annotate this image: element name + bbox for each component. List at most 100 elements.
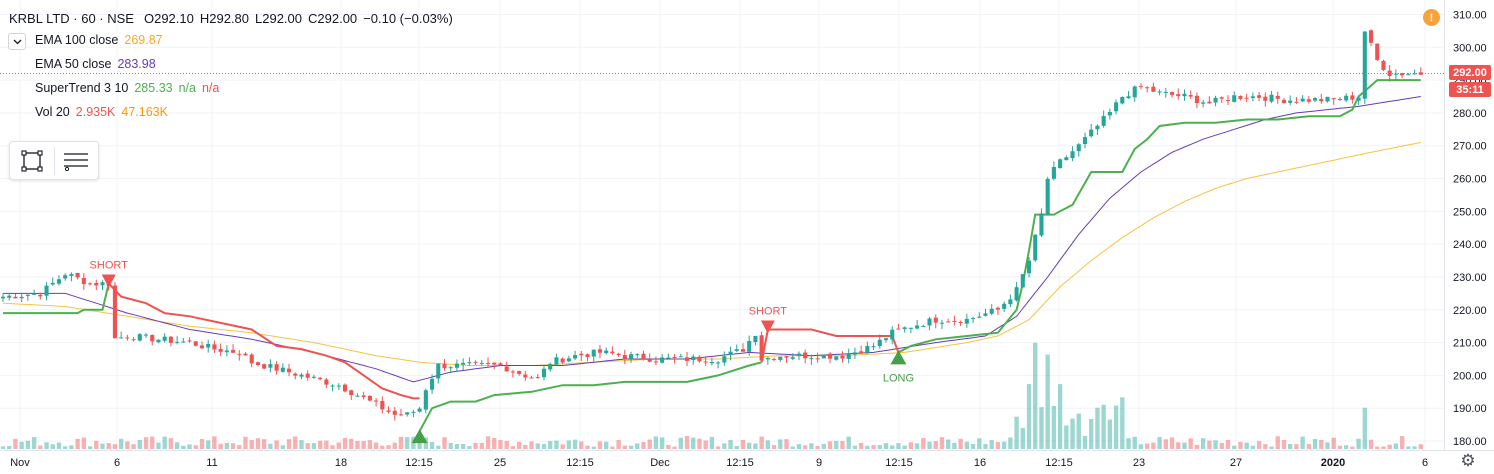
candle-body [809,358,814,360]
candle-body [1213,97,1218,103]
candle-body [629,354,634,360]
volume-bar [69,445,74,449]
price-tick-label: 180.00 [1453,436,1487,448]
candle-body [716,362,721,364]
collapse-legend-button[interactable] [8,33,26,50]
chevron-down-icon [13,39,21,44]
candle-body [1064,157,1069,161]
candle-body [411,411,416,413]
candle-body [678,356,683,358]
candle-body [1194,95,1199,104]
volume-bar [1325,442,1330,449]
volume-bar [1188,438,1193,449]
candle-body [7,295,12,298]
volume-bar [436,445,441,449]
candle-body [915,325,920,329]
volume-bar [56,442,62,449]
candle-body [100,282,105,286]
candle-body [1169,92,1175,95]
volume-bar [983,443,988,449]
volume-bar [143,437,149,449]
time-tick-label: Nov [10,457,30,469]
candle-body [958,321,963,324]
object-tree-button[interactable] [54,142,98,179]
candle-body [573,355,578,359]
candle-body [622,355,627,359]
volume-bar [1238,441,1243,449]
candle-body [517,371,522,374]
volume-bar [112,444,118,449]
volume-bar [591,446,596,449]
volume-bar [1399,436,1405,449]
settings-gear-icon[interactable]: ⚙ [1460,451,1476,470]
volume-bar [181,445,186,449]
volume-bar [1362,407,1367,449]
candle-body [548,363,553,370]
volume-bar [174,442,180,449]
candle-body [765,357,770,360]
indicator-supertrend[interactable]: SuperTrend 3 10 285.33 n/a n/a [35,78,225,98]
candle-body [1412,73,1417,75]
candle-body [691,356,696,361]
volume-bar [1393,443,1399,449]
candle-body [927,318,932,326]
candle-body [1325,96,1330,102]
volume-bar [293,436,298,449]
candle-body [1126,96,1131,99]
volume-bar [1033,342,1038,449]
candle-body [529,377,534,379]
volume-bar [230,443,236,449]
close-value: C292.00 [308,10,358,26]
volume-bar [821,443,826,449]
indicator-volume[interactable]: Vol 20 2.935K 47.163K [35,102,174,122]
symbol-title[interactable]: KRBL LTD · 60 · NSE [9,10,134,26]
candle-body [1051,166,1056,179]
time-tick-label: 18 [335,457,347,469]
time-axis[interactable]: Nov 6 11 18 12:15 25 12:15 Dec 12:15 9 12:15 16 12:1… [0,450,1494,474]
candle-body [747,340,752,352]
indicator-ema100[interactable]: EMA 100 close 269.87 [35,30,169,50]
candle-body [635,354,640,356]
volume-bar [1157,437,1162,449]
volume-bar [927,441,932,449]
candle-body [666,357,671,359]
candle-body [1107,111,1112,116]
indicator-ema50[interactable]: EMA 50 close 283.98 [35,54,162,74]
candle-body [1381,60,1386,70]
volume-bar [691,437,696,449]
rectangle-select-button[interactable] [10,142,54,179]
volume-bar [1095,407,1100,449]
candle-body [859,351,864,354]
volume-bar [1250,445,1256,449]
candle-body [647,358,652,362]
price-tick-label: 200.00 [1453,370,1487,382]
change-value: −0.10 (−0.03%) [363,10,453,26]
volume-bar [1064,425,1069,449]
volume-bar [952,442,957,449]
volume-bar [100,443,105,449]
volume-bar [106,442,111,449]
candle-body [510,371,515,373]
volume-bar [423,437,429,449]
candle-body [1331,98,1336,100]
rectangle-select-icon [21,149,43,172]
volume-bar [131,444,136,449]
volume-bar [1406,446,1411,449]
volume-bar [1300,436,1305,449]
volume-bar [1120,397,1125,449]
candle-body [1132,86,1137,98]
candle-body [392,410,397,415]
ema50-path [3,96,1421,383]
volume-bar [908,442,914,449]
volume-bar [13,438,18,449]
candle-body [75,272,80,278]
volume-bar [367,440,373,449]
volume-bar [1306,444,1312,449]
supertrend-up-path [3,283,110,315]
candle-body [349,390,354,396]
candle-body [908,327,913,329]
volume-bar [187,444,192,449]
candle-body [32,293,37,295]
warning-icon[interactable]: ! [1423,9,1440,26]
